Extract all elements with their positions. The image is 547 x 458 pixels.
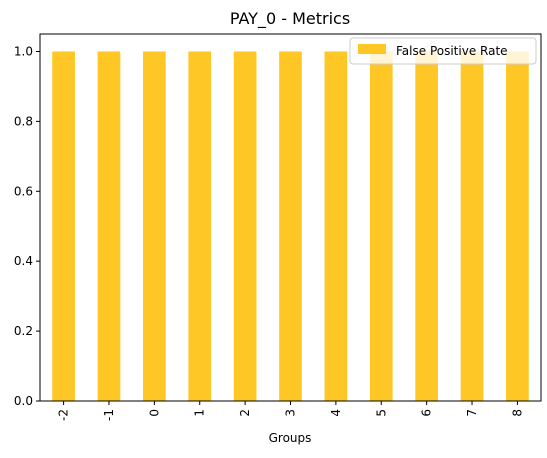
x-tick-label--2: -2	[57, 409, 71, 421]
legend-swatch	[358, 44, 386, 54]
bars-layer	[52, 51, 529, 401]
bar-7	[460, 51, 484, 401]
x-tick-label-5: 5	[374, 409, 388, 417]
x-tick-label-2: 2	[238, 409, 252, 417]
x-tick-label-8: 8	[510, 409, 524, 417]
bar-2	[233, 51, 257, 401]
bar-1	[188, 51, 212, 401]
x-axis: -2 -1 0 1 2 3 4 5 6 7 8	[57, 401, 524, 421]
x-tick-label-0: 0	[147, 409, 161, 417]
x-tick-label-4: 4	[329, 409, 343, 417]
y-tick-label-0.6: 0.6	[14, 184, 33, 198]
y-tick-label-1.0: 1.0	[14, 44, 33, 58]
legend-frame	[349, 37, 537, 65]
bar-6	[415, 51, 438, 401]
y-tick-label-0.8: 0.8	[14, 114, 33, 128]
x-axis-label: Groups	[269, 431, 312, 445]
legend-label: False Positive Rate	[396, 44, 508, 58]
x-tick-label-7: 7	[465, 409, 479, 417]
x-tick-label-1: 1	[193, 409, 207, 417]
x-tick-label-6: 6	[420, 409, 434, 417]
y-tick-label-0.4: 0.4	[14, 254, 33, 268]
bar--2	[52, 51, 75, 401]
x-tick-label--1: -1	[102, 409, 116, 421]
bar-5	[369, 51, 393, 401]
y-tick-label-0.0: 0.0	[14, 394, 33, 408]
x-tick-label-3: 3	[284, 409, 298, 417]
bar-4	[324, 51, 348, 401]
bar--1	[97, 51, 121, 401]
legend: False Positive Rate	[349, 37, 537, 65]
y-tick-label-0.2: 0.2	[14, 324, 33, 338]
bar-3	[279, 51, 302, 401]
bar-0	[143, 51, 166, 401]
y-axis: 0.0 0.2 0.4 0.6 0.8 1.0	[14, 44, 40, 408]
chart-title: PAY_0 - Metrics	[230, 9, 350, 29]
bar-8	[506, 51, 529, 401]
